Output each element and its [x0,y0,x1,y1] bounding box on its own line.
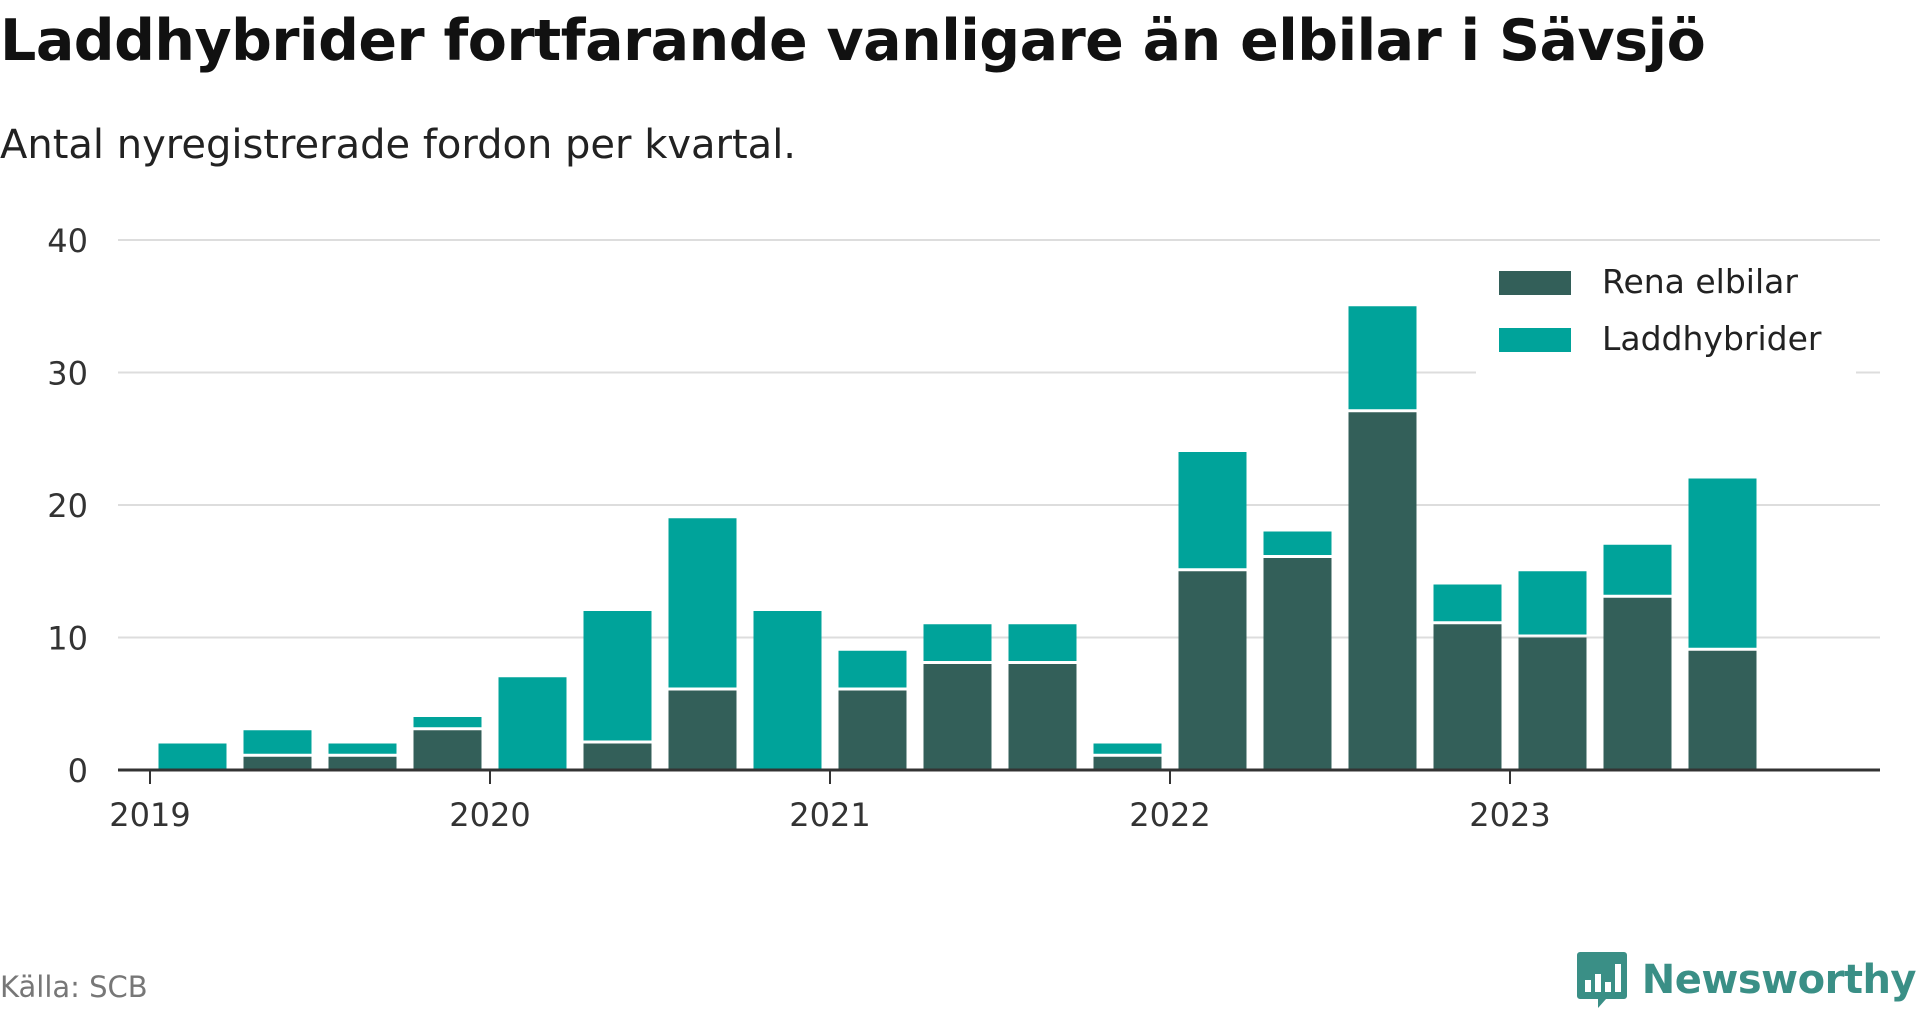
bar-laddhybrider [498,677,567,770]
bar-laddhybrider [583,611,652,741]
legend-swatch [1499,328,1571,352]
chart-subtitle: Antal nyregistrerade fordon per kvartal. [0,122,797,168]
y-tick-label: 10 [47,620,88,658]
bar-rena-elbilar [1518,637,1587,770]
bar-laddhybrider [1603,544,1672,595]
bar-rena-elbilar [243,756,312,770]
x-tick-label: 2022 [1129,796,1210,834]
bar-rena-elbilar [1688,650,1757,770]
newsworthy-logo-icon [1576,952,1627,1008]
axes: 0 10 20 30 40 2019 2020 2021 2022 2023 [47,222,1880,834]
bar-laddhybrider [1688,478,1757,648]
bar-laddhybrider [243,730,312,754]
bar-laddhybrider [1093,743,1162,754]
bar-laddhybrider [923,624,992,661]
x-tick-label: 2023 [1469,796,1550,834]
bar-rena-elbilar [583,743,652,770]
bar-laddhybrider [668,518,737,688]
bar-rena-elbilar [1433,624,1502,770]
bar-rena-elbilar [413,730,482,770]
brand-name: Newsworthy [1641,957,1917,1003]
legend-label: Rena elbilar [1602,262,1798,301]
bar-rena-elbilar [1603,597,1672,770]
brand-logo: Newsworthy [1576,950,1917,1010]
bar-rena-elbilar [1348,412,1417,770]
bar-laddhybrider [158,743,227,770]
x-tick-label: 2019 [109,796,190,834]
bar-rena-elbilar [1008,664,1077,770]
bar-laddhybrider [1518,571,1587,635]
y-tick-label: 30 [47,355,88,393]
bar-laddhybrider [328,743,397,754]
bar-rena-elbilar [1263,558,1332,770]
y-tick-label: 40 [47,222,88,260]
bar-rena-elbilar [668,690,737,770]
bar-laddhybrider [1008,624,1077,661]
bar-laddhybrider [753,611,822,770]
bar-laddhybrider [1263,531,1332,555]
bar-rena-elbilar [328,756,397,770]
chart-title: Laddhybrider fortfarande vanligare än el… [0,8,1706,74]
source-note: Källa: SCB [0,970,148,1004]
legend: Rena elbilar Laddhybrider [1476,252,1856,376]
bar-laddhybrider [413,717,482,728]
x-tick-label: 2020 [449,796,530,834]
legend-label: Laddhybrider [1602,319,1822,358]
bar-rena-elbilar [1093,756,1162,770]
legend-swatch [1499,271,1571,295]
bar-laddhybrider [1348,306,1417,410]
x-tick-label: 2021 [789,796,870,834]
bars [158,306,1757,770]
y-tick-label: 0 [68,752,88,790]
bar-rena-elbilar [838,690,907,770]
bar-rena-elbilar [1178,571,1247,770]
bar-laddhybrider [1433,584,1502,622]
stacked-bar-chart: 0 10 20 30 40 2019 2020 2021 2022 2023 Rena elbil… [47,222,1880,834]
bar-laddhybrider [1178,452,1247,569]
bar-rena-elbilar [923,664,992,770]
bar-laddhybrider [838,650,907,688]
y-tick-label: 20 [47,487,88,525]
